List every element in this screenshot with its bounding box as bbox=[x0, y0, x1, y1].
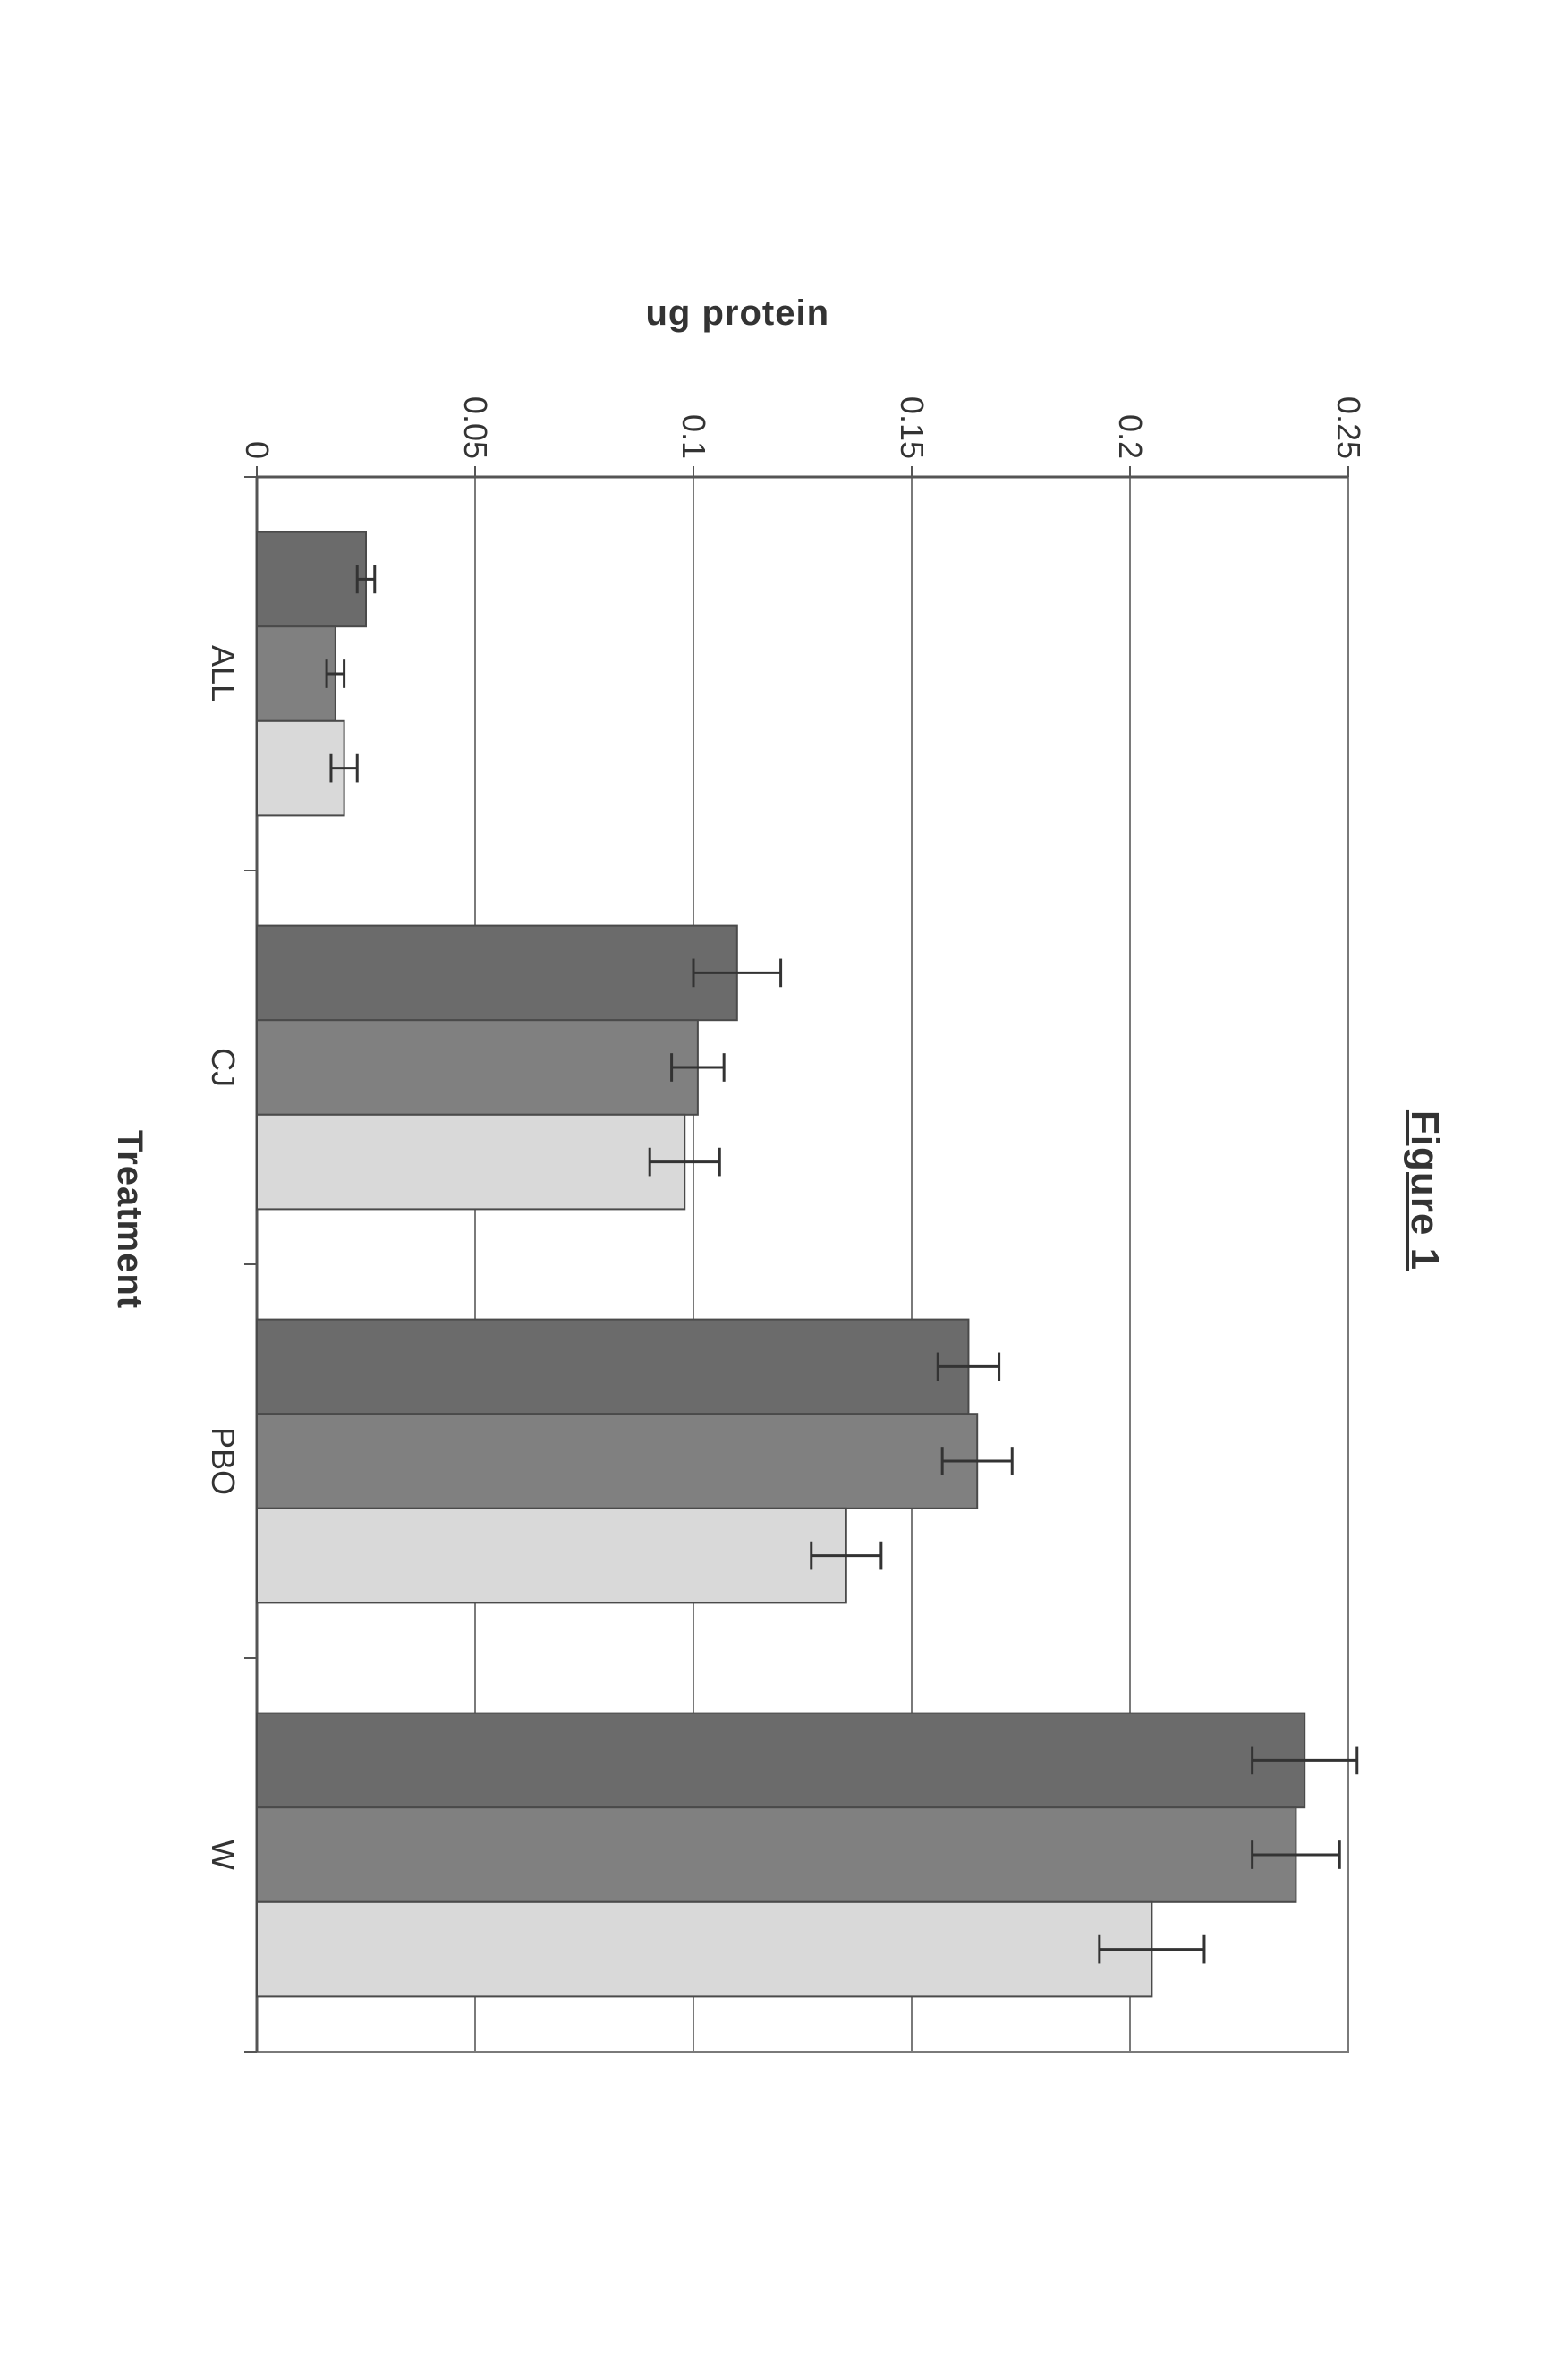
bar-chart: 0 0.05 0.1 0.15 0.2 0.25 ALL CJ PBO W bbox=[176, 352, 1366, 2087]
y-tick-label: 0.05 bbox=[457, 395, 494, 458]
x-tick-label: CJ bbox=[205, 1048, 242, 1087]
x-tick-label: ALL bbox=[205, 644, 242, 701]
x-axis-title: Treatment bbox=[109, 1129, 149, 1308]
bar bbox=[257, 1114, 684, 1209]
y-tick-label: 0.1 bbox=[676, 413, 712, 458]
bar bbox=[257, 1414, 977, 1509]
bar bbox=[257, 1713, 1304, 1807]
bar bbox=[257, 1901, 1151, 1996]
y-tick-label: 0.15 bbox=[894, 395, 930, 458]
bar bbox=[257, 1807, 1296, 1902]
bar bbox=[257, 626, 336, 721]
chart-outer: ug protein 0 0.05 0.1 0.15 0.2 0.25 ALL CJ PBO W … bbox=[109, 293, 1366, 2087]
x-tick-label: W bbox=[205, 1840, 242, 1870]
bar bbox=[257, 925, 737, 1020]
figure-title: Figure 1 bbox=[1402, 293, 1447, 2087]
y-tick-label: 0.2 bbox=[1112, 413, 1149, 458]
y-tick-label: 0.25 bbox=[1330, 395, 1366, 458]
figure-container: Figure 1 ug protein 0 0.05 0.1 0.15 0.2 0.25 A… bbox=[109, 293, 1447, 2087]
bar bbox=[257, 1020, 698, 1115]
x-tick-label: PBO bbox=[205, 1426, 242, 1494]
bar bbox=[257, 1319, 968, 1414]
y-tick-label: 0 bbox=[239, 440, 276, 458]
bar bbox=[257, 1508, 846, 1602]
bar bbox=[257, 531, 366, 626]
y-axis-title: ug protein bbox=[645, 293, 829, 334]
chart-with-x-title: 0 0.05 0.1 0.15 0.2 0.25 ALL CJ PBO W Treatment bbox=[109, 352, 1366, 2087]
page: Figure 1 ug protein 0 0.05 0.1 0.15 0.2 0.25 A… bbox=[0, 0, 1555, 2380]
